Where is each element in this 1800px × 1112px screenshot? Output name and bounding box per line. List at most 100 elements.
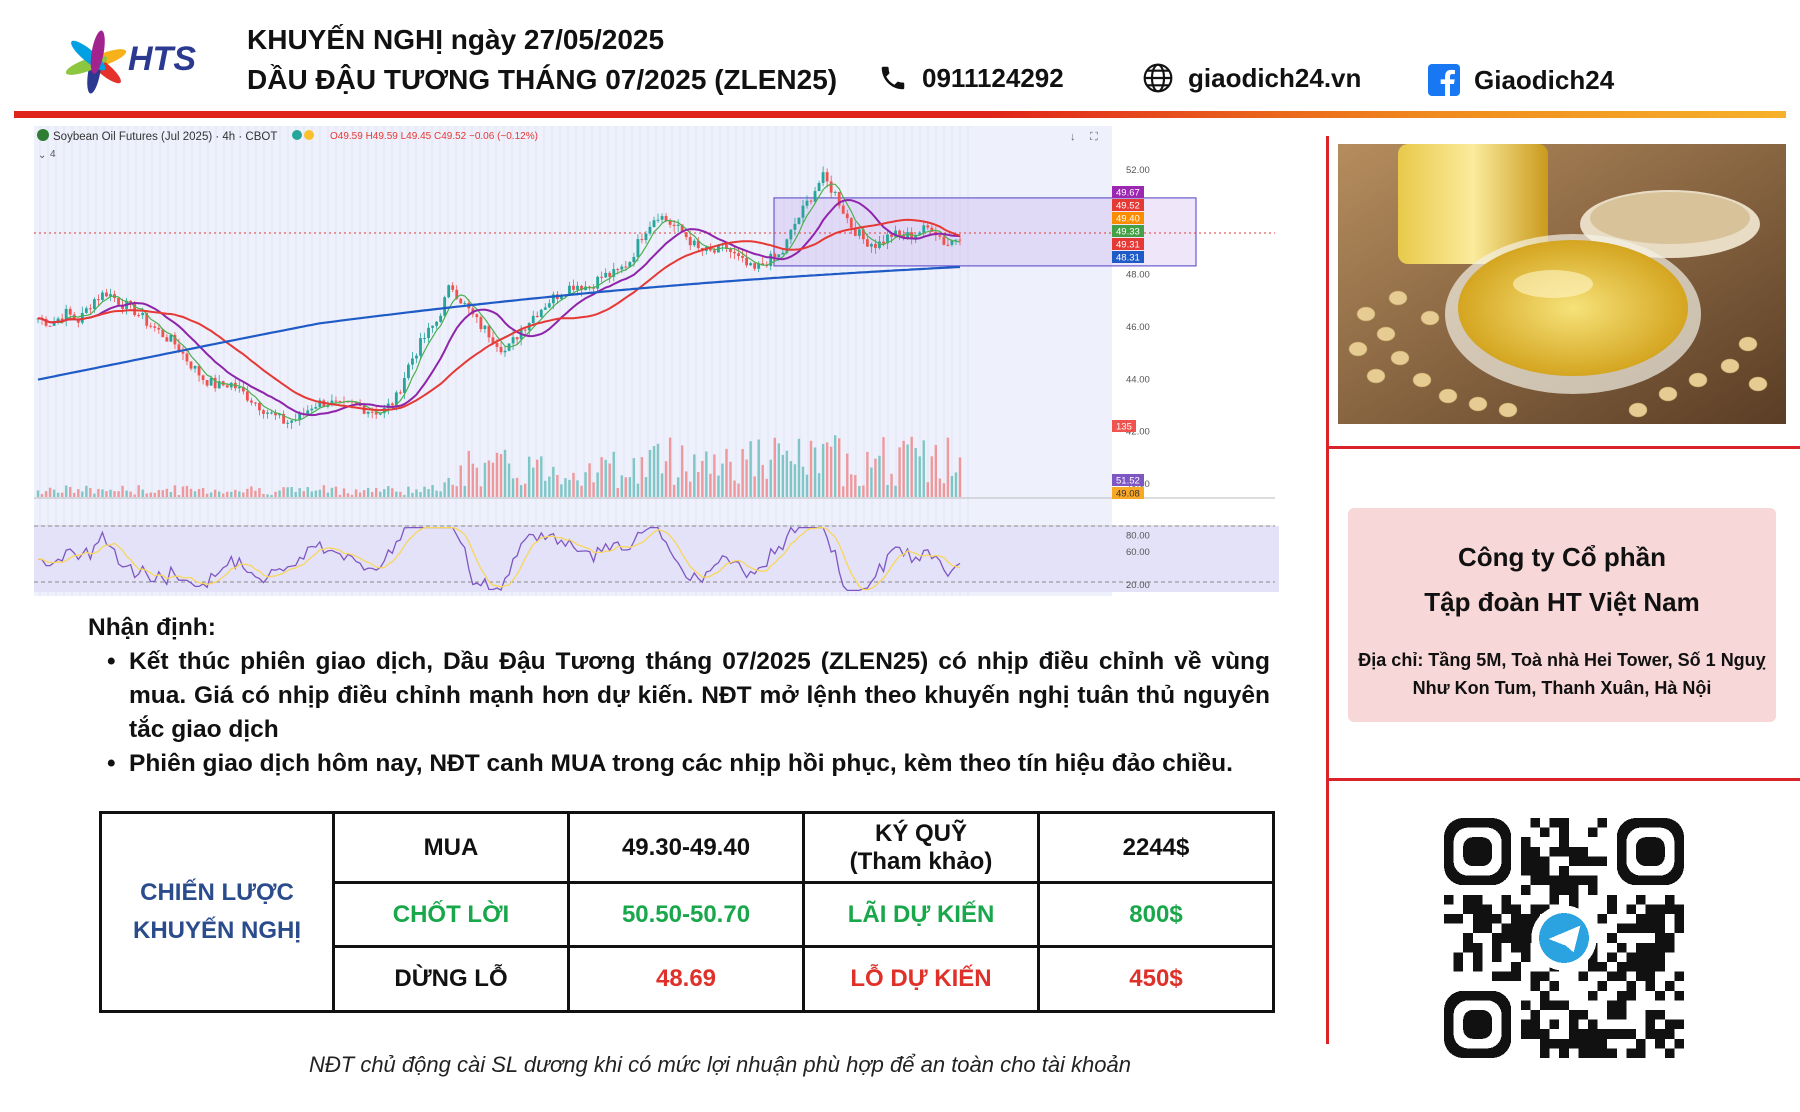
candle [145,312,149,326]
margin-label-line2: (Tham khảo) [849,847,993,875]
telegram-qr-code[interactable] [1440,818,1688,1058]
panel-divider-vertical [1326,136,1329,1044]
volume-bar [125,490,128,497]
candle [584,286,587,291]
volume-bar [282,487,285,497]
candle [511,337,515,344]
fullscreen-icon[interactable]: ⛶ [1090,131,1098,143]
header-divider [14,111,1786,118]
analysis-point-1: Kết thúc phiên giao dịch, Dầu Đậu Tương … [107,645,1270,747]
volume-bar [527,456,531,497]
download-icon[interactable]: ↓ [1070,131,1076,143]
volume-bar [813,447,817,497]
analysis-section: Nhận định: Kết thúc phiên giao dịch, Dầu… [88,611,1270,781]
candle [68,308,72,315]
volume-bar [507,463,511,497]
volume-bar [640,457,644,497]
volume-bar [342,488,346,497]
volume-bar [954,472,958,497]
volume-bar [246,488,249,497]
candle [946,244,950,246]
volume-bar [548,476,551,497]
volume-bar [354,489,358,497]
candle [161,329,165,338]
volume-bar [624,477,628,497]
volume-bar [222,493,225,497]
candle [121,304,124,309]
volume-bar [870,467,873,497]
candle [185,353,189,362]
candle [757,263,761,269]
volume-bar [431,485,434,497]
candle [861,229,865,240]
volume-bar [672,484,676,497]
volume-bar [60,492,64,497]
volume-bar [854,475,857,497]
volume-bar [447,477,450,497]
candle [84,308,88,313]
volume-bar [443,482,446,497]
volume-bar [717,475,720,497]
candle [254,402,257,404]
candle [149,325,153,327]
volume-bar [926,482,929,497]
candle [249,400,253,403]
volume-bar [846,453,849,497]
facebook-link[interactable]: Giaodich24 [1428,64,1614,96]
candle [109,294,112,297]
candle [411,358,414,365]
volume-bar [254,490,257,497]
website-link[interactable]: giaodich24.vn [1142,62,1361,94]
candle [213,377,217,389]
volume-bar [898,447,901,497]
candle [245,391,249,401]
volume-bar [797,438,801,497]
volume-bar [499,454,503,497]
volume-tag-label: 135 [1116,422,1132,433]
candle [390,403,394,406]
volume-bar [133,494,136,497]
volume-bar [817,473,821,497]
volume-bar [270,494,273,497]
phone-contact[interactable]: 0911124292 [878,62,1064,94]
volume-bar [419,492,422,497]
indicator-toggle-icon[interactable]: ⌄ [38,150,46,161]
volume-bar [801,466,805,497]
volume-bar [40,493,44,497]
take-profit-label: CHỐT LỜI [332,881,570,948]
volume-bar [403,494,406,497]
candle [431,325,434,328]
volume-bar [262,493,265,497]
volume-bar [596,472,599,497]
volume-bar [676,477,680,497]
candle [141,312,145,316]
volume-bar [934,444,938,497]
volume-bar [862,485,865,497]
volume-bar [459,465,462,497]
candle [374,412,378,415]
candle [435,321,439,326]
volume-bar [749,441,752,497]
candle [793,223,797,230]
candle [447,285,451,298]
volume-bar [523,483,527,497]
volume-bar [829,446,833,497]
volume-bar [286,487,289,497]
volume-bar [105,491,108,497]
candle [620,266,624,270]
volume-bar [395,491,398,497]
volume-bar [894,485,897,497]
price-chart: 52.0048.0046.0044.0042.0040.0080.0060.00… [30,126,1300,604]
candle [886,234,889,244]
volume-bar [709,473,712,497]
volume-bar [318,489,322,497]
candle [922,225,926,233]
candle [902,234,906,239]
candle [443,297,447,316]
volume-bar [664,461,668,497]
candle [841,205,845,214]
candle [559,295,563,300]
volume-bar [519,485,523,497]
volume-bar [157,490,161,497]
osc-tag [1112,487,1144,499]
